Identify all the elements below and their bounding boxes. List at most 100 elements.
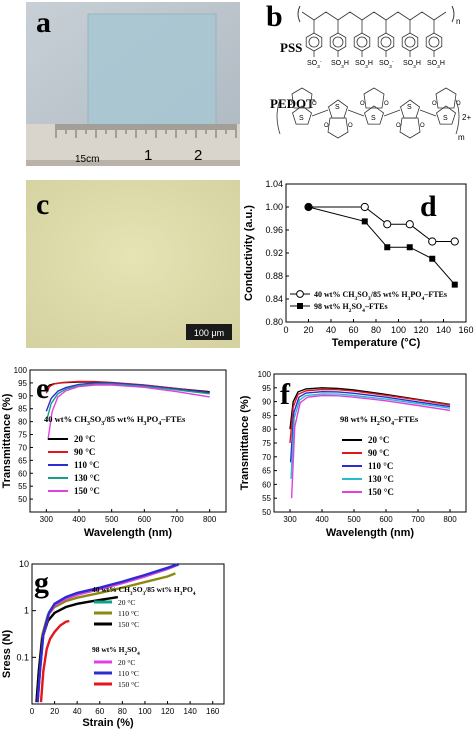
y-tick-label: 0.88 xyxy=(265,271,283,281)
x-tick-label: 400 xyxy=(315,515,329,524)
y-tick-label: 0.80 xyxy=(265,317,283,327)
ruler-unit: 15cm xyxy=(75,154,99,165)
sulfonate-label: SO3H xyxy=(403,60,421,70)
x-tick-label: 80 xyxy=(371,325,381,335)
y-tick-label: 60 xyxy=(18,469,27,478)
scale-bar-text: 100 μm xyxy=(194,328,224,338)
y-tick-label: 85 xyxy=(18,405,27,414)
y-tick-label: 70 xyxy=(18,443,27,452)
panel-label-c: c xyxy=(36,188,50,221)
data-point-circle xyxy=(360,202,369,212)
y-tick-label: 90 xyxy=(18,392,27,401)
x-tick-label: 800 xyxy=(203,515,217,524)
series-line xyxy=(289,390,451,463)
legend-label: 110 °C xyxy=(74,460,99,470)
data-point-circle xyxy=(428,237,437,246)
x-tick-label: 100 xyxy=(391,325,406,335)
x-tick-label: 20 xyxy=(303,325,313,335)
aromatic-circle xyxy=(332,36,344,48)
sulfur-atom: S xyxy=(407,104,412,111)
legend-label: 150 °C xyxy=(118,680,139,689)
y-tick-label: 50 xyxy=(262,508,271,517)
x-axis-label: Wavelength (nm) xyxy=(84,527,173,539)
x-tick-label: 700 xyxy=(170,515,184,524)
legend-title: 40 wt% CH3SO3/85 wt% H3PO4–FTEs xyxy=(44,414,186,427)
panel-c-micrograph: 100 μm xyxy=(26,180,240,348)
x-axis-label: Strain (%) xyxy=(82,717,134,729)
thiophene-ring xyxy=(364,105,384,125)
sulfur-atom: S xyxy=(335,104,340,111)
legend-group-title: 40 wt% CH3SO3/85 wt% H3PO4 xyxy=(92,585,196,597)
transmittance-chart-f: 300 400 500 600 700 800 50 55 60 65 70 75 80 85 90 95 10… xyxy=(239,370,467,539)
data-point-square xyxy=(406,244,413,251)
x-tick-label: 100 xyxy=(138,707,152,716)
sulfonate-label: SO3H xyxy=(331,60,349,70)
repeat-m: m xyxy=(458,133,465,142)
dioxane-ring xyxy=(327,117,349,139)
pedot-bond xyxy=(419,109,437,117)
pss-label: PSS xyxy=(280,40,302,55)
legend-label: 130 °C xyxy=(74,473,100,483)
y-tick-label: 60 xyxy=(262,480,271,489)
series-line xyxy=(289,388,451,444)
sulfonate-label: SO3- xyxy=(379,60,394,70)
oxygen-atom: O xyxy=(324,123,329,129)
thiophene-ring xyxy=(292,105,312,125)
x-tick-label: 140 xyxy=(183,707,197,716)
oxygen-atom: O xyxy=(288,101,293,107)
y-tick-label: 50 xyxy=(18,495,27,504)
data-point-square xyxy=(384,244,391,251)
pedot-bond xyxy=(311,109,329,117)
sulfonate-label: SO3- xyxy=(307,60,322,70)
data-point-square xyxy=(451,281,458,288)
y-tick-label: 65 xyxy=(262,467,271,476)
y-tick-label: 1.04 xyxy=(265,179,283,189)
panel-label-a: a xyxy=(36,6,51,39)
y-tick-label: 0.96 xyxy=(265,225,283,235)
legend-label: 110 °C xyxy=(118,669,139,678)
x-tick-label: 700 xyxy=(411,515,425,524)
x-tick-label: 20 xyxy=(50,707,59,716)
data-point-circle xyxy=(405,220,414,229)
y-axis-label: Sress (N) xyxy=(1,630,13,679)
x-tick-label: 300 xyxy=(283,515,297,524)
legend-label: 150 °C xyxy=(118,620,139,629)
legend-marker xyxy=(296,290,304,298)
series-line xyxy=(308,206,456,285)
panel-label-f: f xyxy=(280,378,291,411)
y-tick-label: 1.00 xyxy=(265,202,283,212)
legend-label: 110 °C xyxy=(368,461,393,471)
dioxane-ring xyxy=(399,117,421,139)
y-tick-label: 55 xyxy=(18,482,27,491)
pedot-bond xyxy=(383,109,401,117)
x-tick-label: 40 xyxy=(326,325,336,335)
sulfonate-label: SO3H xyxy=(355,60,373,70)
legend-label: 20 °C xyxy=(118,598,135,607)
panel-a-photo: 15cm 1 2 xyxy=(26,2,240,166)
ruler-tick-2: 2 xyxy=(194,147,202,164)
ruler xyxy=(26,124,240,166)
x-tick-label: 300 xyxy=(40,515,54,524)
scale-bar-box xyxy=(186,324,232,340)
pedot-bond xyxy=(347,109,365,117)
y-tick-label: 95 xyxy=(262,384,271,393)
oxygen-atom: O xyxy=(384,101,389,107)
stress-strain-chart: 0 20 40 60 80 100 120 140 160 0.1 1 10 Strain (%) Sre… xyxy=(1,559,225,729)
film-sample xyxy=(87,13,217,133)
x-tick-label: 800 xyxy=(443,515,457,524)
x-tick-label: 140 xyxy=(436,325,451,335)
series-line xyxy=(36,562,180,703)
series-line xyxy=(290,393,451,479)
pedot-bracket-right xyxy=(455,99,460,135)
y-axis-label: Transmittance (%) xyxy=(1,393,13,488)
data-point-square xyxy=(305,204,312,210)
pedot-thiophene-rings: S O O S O O S O O S O O S O O xyxy=(276,87,461,139)
dioxane-ring xyxy=(363,87,385,109)
series-line xyxy=(45,382,210,412)
y-tick-label: 70 xyxy=(262,453,271,462)
series-line xyxy=(39,619,70,703)
panel-c: 100 μm c xyxy=(26,180,240,348)
x-tick-label: 500 xyxy=(347,515,361,524)
panel-g: 0 20 40 60 80 100 120 140 160 0.1 1 10 Strain (%) Sre… xyxy=(0,556,234,732)
aromatic-circle xyxy=(356,36,368,48)
